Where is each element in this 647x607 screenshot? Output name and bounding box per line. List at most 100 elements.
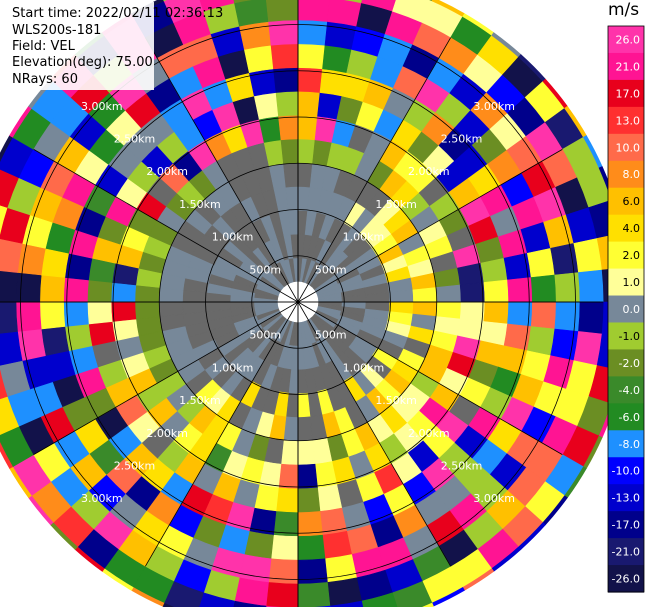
range-ring-label: 1.50km — [179, 198, 221, 211]
range-ring-label: 1.50km — [375, 394, 417, 407]
ppi-gate — [270, 534, 299, 561]
colorbar-tick-label: 26.0 — [616, 33, 641, 46]
range-ring-label: 500m — [315, 329, 347, 342]
ppi-gate — [265, 582, 299, 607]
ppi-gate — [526, 326, 556, 357]
range-ring-label: 1.00km — [343, 361, 385, 374]
range-ring-label: 3.00km — [81, 100, 123, 113]
colorbar-swatch — [608, 52, 644, 81]
colorbar-tick-label: -6.0 — [619, 411, 640, 424]
ppi-gate — [158, 301, 184, 317]
ppi-gate — [0, 301, 18, 334]
ppi-gate — [39, 274, 66, 303]
ppi-gate — [297, 440, 316, 466]
colorbar-tick-label: 13.0 — [616, 114, 641, 127]
colorbar-swatch — [608, 376, 644, 404]
ppi-gate — [459, 282, 486, 303]
range-ring-label: 1.00km — [343, 231, 385, 244]
ppi-gate — [198, 592, 235, 607]
ppi-gate — [0, 270, 18, 303]
ppi-gate — [87, 279, 113, 303]
ppi-gate — [329, 600, 364, 607]
range-ring-label: 3.00km — [473, 100, 515, 113]
ppi-gate — [15, 272, 42, 303]
ppi-gate — [243, 44, 274, 74]
ppi-gate — [243, 530, 274, 560]
colorbar-swatch — [608, 214, 644, 243]
colorbar-swatch — [608, 268, 644, 297]
azimuth-line — [145, 301, 299, 567]
ppi-gate — [40, 247, 70, 278]
ppi-gate — [283, 162, 299, 188]
ppi-gate — [134, 301, 160, 320]
ppi-gate — [110, 282, 137, 303]
ppi-plot — [0, 0, 632, 607]
colorbar-swatch — [608, 26, 644, 54]
ppi-gate — [297, 91, 321, 117]
colorbar-tick-label: 21.0 — [616, 60, 641, 73]
ppi-gate — [436, 284, 462, 303]
ppi-gate — [550, 328, 579, 361]
ppi-gate — [422, 602, 434, 607]
azimuth-line — [297, 301, 563, 455]
range-ring-label: 3.00km — [81, 492, 123, 505]
ppi-gate — [87, 301, 113, 325]
ppi-gate — [388, 289, 414, 303]
colorbar-swatch — [608, 133, 644, 162]
range-ring-label: 2.00km — [146, 165, 188, 178]
ppi-gate — [199, 0, 235, 12]
colorbar-swatch — [608, 511, 644, 539]
colorbar-swatch — [608, 322, 644, 351]
colorbar-unit: m/s — [608, 0, 640, 20]
colorbar-swatch — [608, 538, 644, 566]
ppi-gate — [324, 21, 357, 50]
ppi-gate — [436, 301, 462, 320]
ppi-gate — [0, 204, 8, 235]
range-ring-label: 2.00km — [146, 427, 188, 440]
colorbar-swatch — [608, 241, 644, 270]
ppi-gate — [297, 392, 311, 418]
azimuth-line — [33, 301, 299, 455]
ppi-gate — [17, 243, 46, 276]
ppi-gate — [163, 0, 204, 24]
ppi-gate — [297, 463, 318, 490]
range-ring-label: 2.00km — [408, 427, 450, 440]
colorbar-swatch — [608, 430, 644, 458]
colorbar-tick-label: 10.0 — [616, 141, 641, 154]
azimuth-line — [33, 149, 299, 303]
colorbar-tick-label: -8.0 — [619, 438, 640, 451]
ppi-gate — [278, 114, 299, 141]
ppi-gate — [0, 396, 20, 436]
ppi-gate — [324, 554, 357, 583]
colorbar-tick-label: -21.0 — [612, 546, 640, 559]
ppi-gate — [459, 301, 486, 322]
colorbar-tick-label: 2.0 — [623, 249, 641, 262]
colorbar-swatch — [608, 79, 644, 108]
ppi-gate — [530, 301, 557, 330]
ppi-gate — [232, 600, 267, 607]
ppi-gate — [280, 138, 299, 164]
ppi-gate — [0, 369, 8, 400]
colorbar-swatch — [608, 457, 644, 485]
ppi-gate — [361, 0, 397, 12]
ppi-gate — [322, 530, 353, 560]
ppi-gate — [270, 43, 299, 70]
ppi-gate — [412, 287, 438, 303]
colorbar-swatch — [608, 484, 644, 512]
colorbar-tick-label: -2.0 — [619, 357, 640, 370]
azimuth-line — [297, 301, 451, 567]
colorbar-tick-label: -26.0 — [612, 573, 640, 586]
ppi-gate — [297, 0, 331, 22]
ppi-gate — [322, 44, 353, 74]
ppi-gate — [483, 301, 509, 325]
range-ring-label: 1.00km — [212, 231, 254, 244]
colorbar-tick-label: -4.0 — [619, 384, 640, 397]
ppi-gate — [503, 252, 532, 281]
colorbar-swatch — [608, 565, 644, 593]
ppi-gate — [268, 19, 299, 46]
ppi-gate — [530, 274, 557, 303]
colorbar-swatch — [608, 349, 644, 377]
ppi-gate — [297, 138, 316, 164]
colorbar-tick-label: -30.0 — [612, 599, 640, 607]
ppi-gate — [265, 0, 299, 22]
